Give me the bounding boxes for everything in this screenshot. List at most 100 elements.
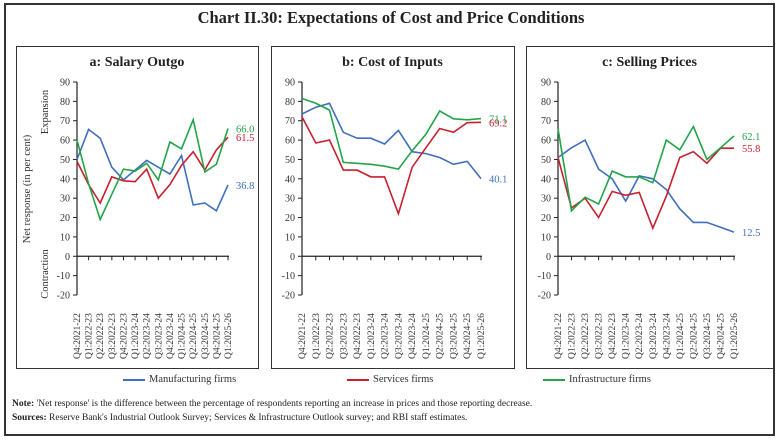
end-label-manufacturing: 40.1 — [489, 175, 507, 186]
y-tick-label: 80 — [60, 97, 70, 108]
x-tick-label: Q1:2022-23 — [568, 313, 578, 359]
y-tick-label: 30 — [285, 194, 295, 205]
legend-label: Infrastructure firms — [569, 374, 651, 385]
x-tick-label: Q1:2023-24 — [131, 313, 141, 359]
y-tick-label: 0 — [546, 252, 551, 263]
x-tick-label: Q1:2025-26 — [477, 313, 487, 359]
x-tick-label: Q4:2021-22 — [298, 313, 308, 359]
x-tick-label: Q2:2023-24 — [143, 313, 153, 359]
y-tick-label: 70 — [60, 116, 70, 127]
y-axis-label: Net response (in per cent) — [22, 134, 33, 243]
y-tick-label: 60 — [541, 136, 551, 147]
x-tick-label: Q1:2023-24 — [622, 313, 632, 359]
y-tick-label: 70 — [541, 116, 551, 127]
x-tick-label: Q3:2024-25 — [449, 313, 459, 359]
panel-c: c: Selling Prices -20 -10 0 10 20 30 40 50 60 70 80… — [526, 46, 774, 369]
y-tick-label: 20 — [541, 213, 551, 224]
y-tick-label: 50 — [285, 155, 295, 166]
note-label: Note: — [12, 399, 35, 409]
series-line-infrastructure — [301, 97, 482, 170]
y-tick-label: 80 — [541, 97, 551, 108]
legend-swatch-manufacturing — [123, 378, 145, 381]
panel-a: a: Salary Outgo -20 -10 0 10 20 30 40 50 60 70 80 90… — [16, 46, 259, 369]
y-tick-label: -20 — [57, 291, 70, 302]
y-tick-label: 60 — [60, 136, 70, 147]
sources-text: Reserve Bank's Industrial Outlook Survey… — [46, 413, 468, 423]
end-label-infrastructure: 71.1 — [489, 115, 507, 126]
y-tick-label: 30 — [60, 194, 70, 205]
y-tick-label: -10 — [538, 271, 551, 282]
x-tick-label: Q4:2022-23 — [353, 313, 363, 359]
panel-title: a: Salary Outgo — [90, 55, 185, 70]
x-tick-label: Q3:2024-25 — [201, 313, 211, 359]
y-tick-label: -10 — [282, 271, 295, 282]
legend-label: Services firms — [373, 374, 434, 385]
x-tick-label: Q4:2023-24 — [662, 313, 672, 359]
panel-title: c: Selling Prices — [602, 55, 697, 70]
legend-item-infrastructure: Infrastructure firms — [543, 374, 651, 385]
y-tick-label: -20 — [538, 291, 551, 302]
chart-title: Chart II.30: Expectations of Cost and Pr… — [197, 8, 585, 27]
series-line-manufacturing — [557, 138, 735, 233]
legend-swatch-services — [347, 378, 369, 381]
x-tick-label: Q3:2023-24 — [394, 313, 404, 359]
legend-swatch-infrastructure — [543, 378, 565, 381]
y-tick-label: 90 — [541, 78, 551, 89]
y-tick-label: 30 — [541, 194, 551, 205]
x-tick-label: Q1:2024-25 — [178, 313, 188, 359]
x-tick-label: Q2:2024-25 — [189, 313, 199, 359]
x-tick-label: Q1:2022-23 — [85, 313, 95, 359]
panel-b: b: Cost of Inputs -20 -10 0 10 20 30 40 50 60 70 80… — [271, 46, 515, 369]
y-tick-label: 60 — [285, 136, 295, 147]
y-tick-label: 10 — [60, 232, 70, 243]
end-label-manufacturing: 12.5 — [742, 228, 760, 239]
x-tick-label: Q4:2023-24 — [166, 313, 176, 359]
contraction-label: Contraction — [40, 248, 51, 298]
y-tick-label: 10 — [541, 232, 551, 243]
legend-label: Manufacturing firms — [149, 374, 237, 385]
x-tick-label: Q4:2021-22 — [73, 313, 83, 359]
x-tick-label: Q2:2023-24 — [381, 313, 391, 359]
y-tick-label: 40 — [541, 174, 551, 185]
end-label-infrastructure: 66.0 — [236, 124, 254, 135]
legend: Manufacturing firms Services firms Infra… — [0, 374, 782, 390]
y-tick-label: 50 — [541, 155, 551, 166]
series-line-services — [76, 136, 229, 205]
end-label-services: 61.5 — [236, 133, 254, 144]
y-tick-label: -20 — [282, 291, 295, 302]
series-line-services — [557, 147, 734, 231]
sources-label: Sources: — [12, 413, 47, 423]
x-tick-label: Q3:2022-23 — [108, 313, 118, 359]
end-label-manufacturing: 36.8 — [236, 181, 254, 192]
x-tick-label: Q3:2023-24 — [649, 313, 659, 359]
legend-item-manufacturing: Manufacturing firms — [123, 374, 236, 385]
end-label-services: 69.2 — [489, 118, 507, 129]
panel-title: b: Cost of Inputs — [342, 55, 443, 70]
note: Note: 'Net response' is the difference b… — [12, 399, 532, 409]
x-tick-label: Q3:2023-24 — [154, 313, 164, 359]
x-tick-label: Q4:2022-23 — [119, 313, 129, 359]
y-tick-label: 40 — [60, 174, 70, 185]
series-line-manufacturing — [301, 102, 482, 180]
x-tick-label: Q1:2025-26 — [224, 313, 234, 359]
x-tick-label: Q2:2023-24 — [635, 313, 645, 359]
series-line-services — [301, 116, 482, 217]
x-tick-label: Q2:2022-23 — [581, 313, 591, 359]
y-tick-label: 20 — [285, 213, 295, 224]
y-tick-label: -10 — [57, 271, 70, 282]
note-text: 'Net response' is the difference between… — [34, 399, 533, 409]
legend-item-services: Services firms — [347, 374, 433, 385]
x-tick-label: Q4:2024-25 — [463, 313, 473, 359]
y-tick-label: 90 — [285, 78, 295, 89]
x-tick-label: Q1:2024-25 — [676, 313, 686, 359]
end-label-services: 55.8 — [742, 144, 760, 155]
series-line-infrastructure — [557, 124, 735, 213]
sources: Sources: Reserve Bank's Industrial Outlo… — [12, 413, 467, 423]
series-line-infrastructure — [76, 117, 229, 222]
x-tick-label: Q3:2022-23 — [339, 313, 349, 359]
y-tick-label: 50 — [60, 155, 70, 166]
y-tick-label: 40 — [285, 174, 295, 185]
x-tick-label: Q1:2025-26 — [730, 313, 740, 359]
y-tick-label: 90 — [60, 78, 70, 89]
